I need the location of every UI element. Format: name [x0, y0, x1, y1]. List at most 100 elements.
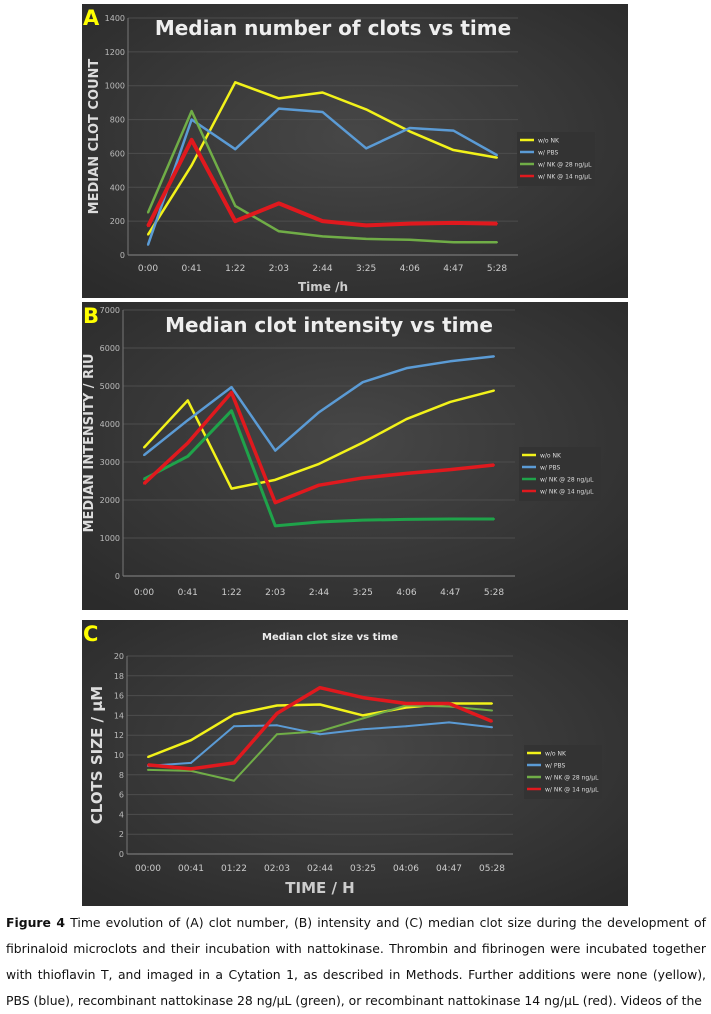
x-tick-label: 1:22 [221, 588, 241, 598]
data-point [318, 462, 320, 465]
y-tick-label: 4000 [100, 420, 120, 429]
data-point [234, 220, 237, 223]
data-point [143, 478, 145, 481]
x-tick-label: 0:41 [178, 588, 198, 598]
data-point [186, 455, 189, 458]
data-point [408, 222, 411, 225]
data-point [365, 147, 368, 150]
data-point [190, 118, 193, 121]
data-point [234, 81, 237, 84]
x-tick-label: 4:06 [400, 264, 420, 274]
y-tick-label: 4 [119, 810, 124, 819]
y-tick-label: 2 [119, 830, 124, 839]
data-point [452, 221, 455, 224]
x-tick-label: 2:44 [309, 588, 329, 598]
chart-title: Median number of clots vs time [155, 16, 511, 40]
data-point [319, 703, 321, 706]
y-tick-label: 200 [110, 217, 125, 226]
y-tick-label: 0 [120, 251, 125, 260]
data-point [496, 241, 498, 244]
x-tick-label: 0:41 [182, 264, 202, 274]
data-point [452, 149, 455, 152]
y-tick-label: 400 [110, 183, 125, 192]
data-point [405, 725, 407, 728]
data-point [361, 476, 364, 479]
legend-entry: w/ NK @ 28 ng/µL [540, 477, 594, 484]
data-point [362, 728, 364, 731]
data-point [319, 730, 321, 733]
y-axis-label: MEDIAN CLOT COUNT [87, 59, 102, 215]
x-tick-label: 4:47 [443, 264, 463, 274]
data-point [233, 713, 235, 716]
data-point [274, 478, 277, 481]
x-tick-label: 00:41 [178, 864, 204, 874]
data-point [230, 409, 233, 412]
y-tick-label: 2000 [100, 496, 120, 505]
y-tick-label: 1000 [105, 82, 125, 91]
data-point [448, 705, 450, 708]
data-point [276, 733, 278, 736]
x-tick-label: 01:22 [221, 864, 247, 874]
data-point [449, 400, 452, 403]
data-point [405, 472, 408, 475]
data-point [449, 468, 452, 471]
x-tick-label: 5:28 [484, 588, 504, 598]
legend-entry: w/ NK @ 28 ng/µL [545, 775, 599, 782]
data-point [277, 230, 280, 233]
y-axis-label: CLOTS SIZE / µM [88, 686, 106, 824]
data-point [277, 107, 280, 110]
y-tick-label: 12 [114, 731, 124, 740]
data-point [361, 519, 364, 522]
x-tick-label: 2:03 [265, 588, 285, 598]
data-point [276, 704, 278, 707]
data-point [408, 127, 411, 130]
data-point [190, 164, 193, 167]
data-point [147, 768, 149, 771]
data-point [408, 130, 411, 133]
data-point [186, 399, 189, 402]
data-point [361, 381, 364, 384]
x-tick-label: 1:22 [225, 264, 245, 274]
legend-entry: w/o NK [540, 453, 562, 460]
data-point [491, 720, 493, 723]
data-point [362, 714, 364, 717]
caption-text: Time evolution of (A) clot number, (B) i… [6, 915, 706, 1008]
y-tick-label: 0 [115, 572, 120, 581]
data-point [230, 391, 233, 394]
x-tick-label: 3:25 [353, 588, 373, 598]
data-point [491, 726, 493, 729]
data-point [496, 154, 498, 157]
data-point [362, 696, 364, 699]
data-point [405, 418, 408, 421]
data-point [186, 442, 189, 444]
data-point [147, 763, 149, 766]
data-point [449, 518, 452, 520]
data-point [234, 204, 237, 207]
y-tick-label: 5000 [100, 382, 120, 391]
data-point [319, 686, 321, 689]
data-point [277, 97, 280, 100]
x-tick-label: 4:47 [440, 588, 460, 598]
data-point [143, 454, 145, 457]
chart-panel-a: A 0 200 400 600 800 1000 1200 1400 0:00 0:41 1:22 2:… [82, 4, 628, 298]
x-axis-label: TIME / H [285, 879, 354, 897]
data-point [147, 755, 149, 758]
data-point [321, 235, 324, 238]
data-point [493, 389, 495, 392]
data-point [493, 518, 495, 520]
data-point [318, 521, 320, 524]
y-tick-label: 20 [114, 652, 124, 661]
x-tick-label: 02:44 [307, 864, 333, 874]
x-tick-label: 04:47 [436, 864, 462, 874]
data-point [190, 739, 192, 742]
data-point [365, 237, 368, 240]
data-point [234, 148, 237, 151]
data-point [405, 706, 407, 709]
data-point [147, 243, 149, 246]
chart-panel-b: B 0 1000 2000 3000 4000 5000 6000 7000 0:00 0:41 1:… [82, 302, 628, 610]
legend-entry: w/ PBS [538, 150, 558, 157]
x-tick-label: 02:03 [264, 864, 290, 874]
data-point [493, 355, 495, 358]
y-axis-label: MEDIAN INTENSITY / RIU [82, 354, 97, 533]
data-point [405, 367, 408, 370]
